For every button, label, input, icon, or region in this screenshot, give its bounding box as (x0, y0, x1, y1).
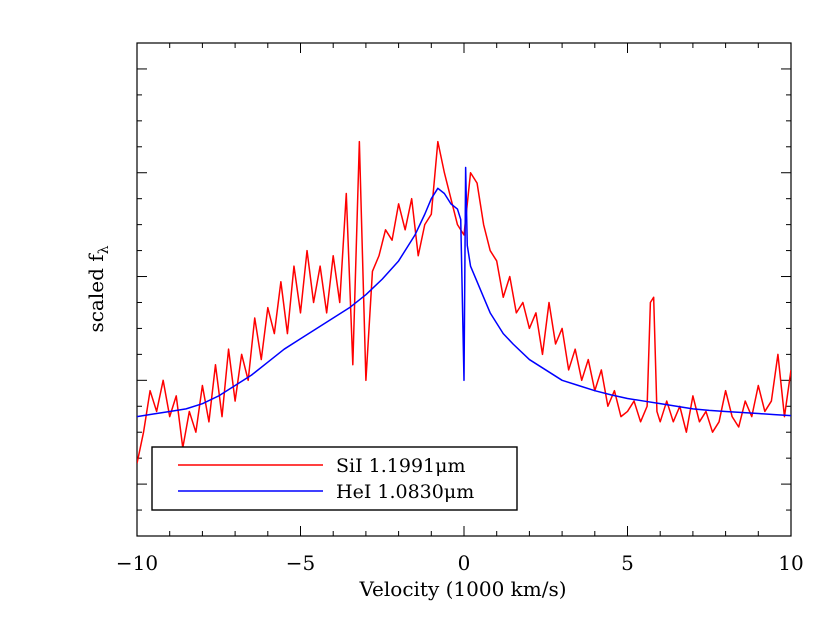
legend-label-hei: HeI 1.0830μm (336, 481, 474, 503)
legend-label-sii: SiI 1.1991μm (336, 455, 465, 477)
x-tick-label: 10 (778, 551, 803, 575)
svg-text:scaled fλ: scaled fλ (84, 245, 112, 332)
legend-box (151, 446, 518, 511)
x-axis-ticks: −10 −5 0 5 10 (116, 43, 804, 575)
x-tick-label: −10 (116, 551, 158, 575)
x-tick-label: 5 (621, 551, 634, 575)
x-tick-label: −5 (286, 551, 315, 575)
legend: SiI 1.1991μm HeI 1.0830μm (151, 446, 518, 511)
y-axis-ticks (137, 42, 791, 537)
y-axis-title: scaled fλ (84, 245, 112, 332)
series-hei-line (137, 166, 791, 418)
y-axis-title-subscript: λ (96, 245, 112, 254)
x-axis-title: Velocity (1000 km/s) (358, 577, 566, 601)
y-axis-title-main: scaled f (84, 253, 108, 333)
x-tick-label: 0 (458, 551, 471, 575)
series-layer (137, 140, 791, 464)
